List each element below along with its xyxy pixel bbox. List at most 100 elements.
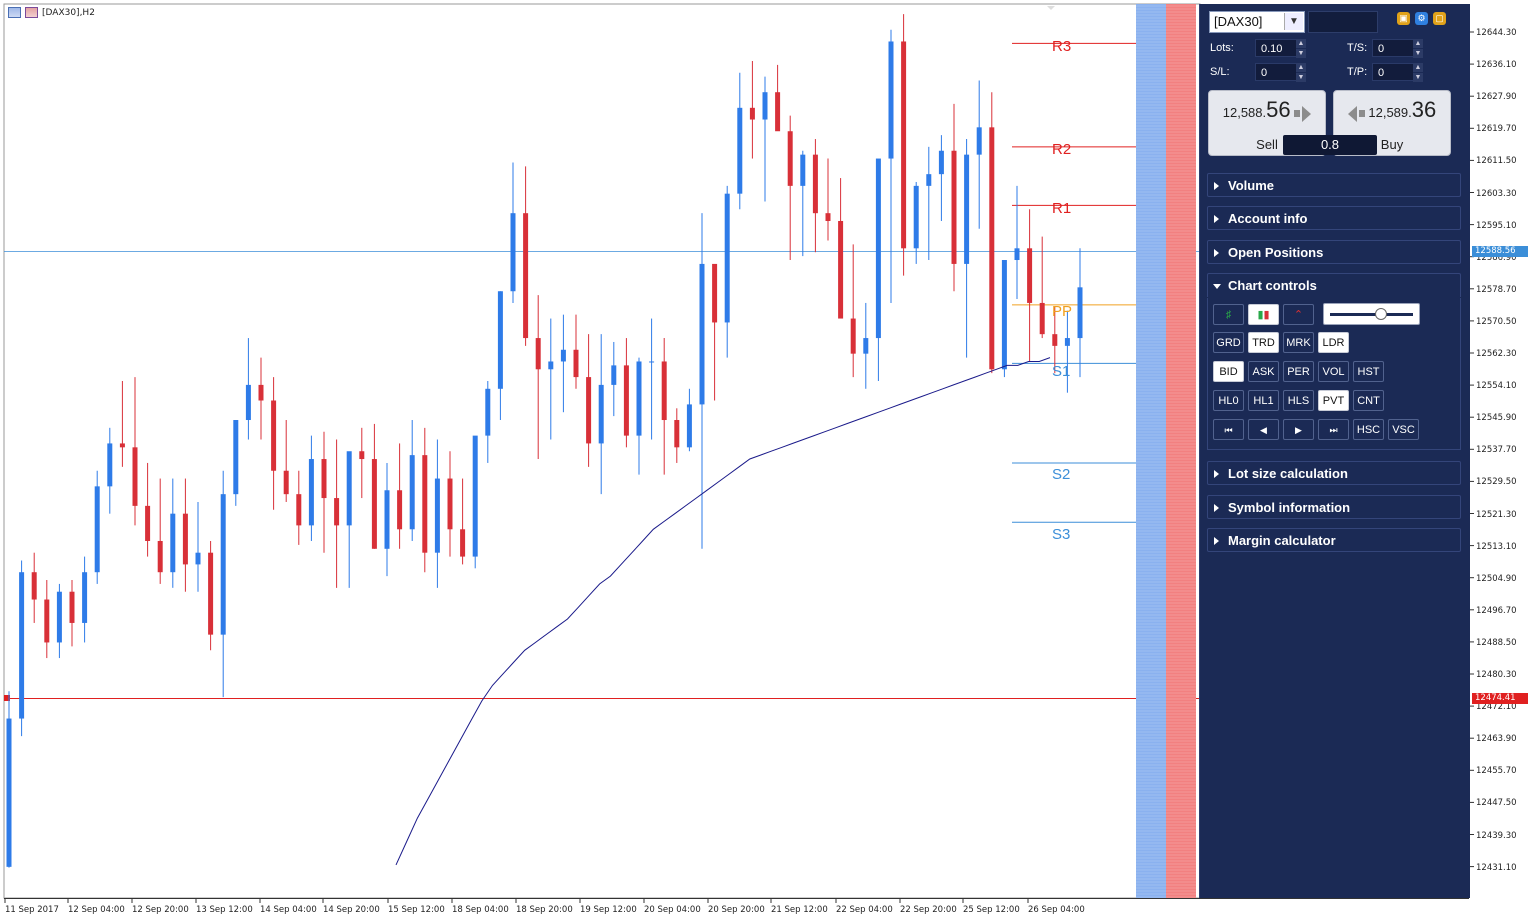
candle-body (649, 361, 655, 363)
candle-body (1001, 260, 1007, 370)
tp-label: T/P: (1347, 66, 1368, 78)
candle-body (170, 513, 176, 573)
zoom-slider[interactable] (1323, 303, 1420, 325)
spin-down-icon[interactable]: ▼ (1413, 73, 1423, 83)
candle-body (334, 498, 340, 526)
spin-up-icon[interactable]: ▲ (1413, 39, 1423, 49)
candle-body (775, 92, 781, 132)
section-account-info[interactable]: Account info (1207, 206, 1461, 230)
candle-body (686, 404, 692, 448)
control-button-bid[interactable]: BID (1213, 361, 1244, 382)
control-button-mrk[interactable]: MRK (1283, 332, 1314, 353)
section-volume-label: Volume (1228, 178, 1274, 193)
candle-body (422, 455, 428, 553)
control-button-hl1[interactable]: HL1 (1248, 390, 1279, 411)
sl-stepper[interactable]: ▲ ▼ (1296, 63, 1306, 83)
candle-body (523, 213, 529, 339)
expand-icon[interactable]: ▢ (1433, 12, 1446, 25)
price-tick-label: 12463.90 (1476, 734, 1517, 745)
sl-input[interactable]: 0 (1255, 63, 1297, 81)
time-tick-label: 20 Sep 04:00 (644, 905, 701, 915)
candle-body (447, 478, 453, 530)
control-button-cnt[interactable]: CNT (1353, 390, 1384, 411)
moving-average-line (395, 357, 1051, 866)
caret-right-icon (1214, 182, 1219, 190)
lots-input[interactable]: 0.10 (1255, 39, 1297, 57)
symbol-search-box[interactable] (1308, 11, 1378, 33)
section-margin-calc[interactable]: Margin calculator (1207, 528, 1461, 552)
candle-body (82, 572, 88, 623)
spin-up-icon[interactable]: ▲ (1296, 39, 1306, 49)
price-tick-label: 12545.90 (1476, 413, 1517, 424)
control-button-hst[interactable]: HST (1353, 361, 1384, 382)
nav-first-icon[interactable]: ⏮ (1213, 419, 1244, 440)
time-tick-label: 13 Sep 12:00 (196, 905, 253, 915)
candle-body (913, 185, 919, 249)
chevron-down-icon[interactable]: ▼ (1284, 13, 1303, 30)
lots-label: Lots: (1210, 42, 1234, 54)
control-button-hl0[interactable]: HL0 (1213, 390, 1244, 411)
control-button-pvt[interactable]: PVT (1318, 390, 1349, 411)
time-tick-label: 22 Sep 04:00 (836, 905, 893, 915)
link-icon[interactable]: ▣ (1397, 12, 1410, 25)
candle-body (787, 131, 793, 186)
price-tick-label: 12627.90 (1476, 92, 1517, 103)
caret-down-icon (1213, 284, 1221, 289)
spin-down-icon[interactable]: ▼ (1296, 49, 1306, 59)
control-button-per[interactable]: PER (1283, 361, 1314, 382)
price-tick-label: 12496.70 (1476, 605, 1517, 616)
control-button-vsc[interactable]: VSC (1388, 419, 1419, 440)
section-chart-controls[interactable]: Chart controls (1207, 273, 1461, 297)
control-button-hsc[interactable]: HSC (1353, 419, 1384, 440)
nav-last-icon[interactable]: ⏭ (1318, 419, 1349, 440)
spin-up-icon[interactable]: ▲ (1296, 63, 1306, 73)
section-volume[interactable]: Volume (1207, 173, 1461, 197)
gear-icon[interactable]: ⚙ (1415, 12, 1428, 25)
spin-down-icon[interactable]: ▼ (1413, 49, 1423, 59)
candle-mode-button[interactable]: ▮▮ (1248, 304, 1279, 325)
candle-body (825, 213, 831, 221)
section-account-label: Account info (1228, 211, 1308, 226)
tp-input[interactable]: 0 (1372, 63, 1414, 81)
candle-body (94, 486, 100, 573)
ts-stepper[interactable]: ▲ ▼ (1413, 39, 1423, 59)
bar-chart-mode-button[interactable]: ♯ (1213, 304, 1244, 325)
section-open-positions[interactable]: Open Positions (1207, 240, 1461, 264)
section-symbol-info[interactable]: Symbol information (1207, 495, 1461, 519)
time-tick-label: 21 Sep 12:00 (771, 905, 828, 915)
line-mode-button[interactable]: ⌃ (1283, 304, 1314, 325)
current-price-flag: 12588.56 (1472, 246, 1528, 257)
sell-label: Sell (1256, 137, 1278, 152)
price-tick-label: 12644.30 (1476, 28, 1517, 38)
spin-down-icon[interactable]: ▼ (1296, 73, 1306, 83)
candle-body (863, 338, 869, 354)
lots-stepper[interactable]: ▲ ▼ (1296, 39, 1306, 59)
tp-stepper[interactable]: ▲ ▼ (1413, 63, 1423, 83)
slider-knob[interactable] (1375, 308, 1387, 320)
candle-body (233, 420, 239, 495)
candle-body (661, 361, 667, 421)
control-button-ask[interactable]: ASK (1248, 361, 1279, 382)
plot-area (3, 3, 1201, 899)
section-lot-size[interactable]: Lot size calculation (1207, 461, 1461, 485)
hline-anchor (4, 695, 10, 701)
time-tick-label: 14 Sep 04:00 (260, 905, 317, 915)
control-button-ldr[interactable]: LDR (1318, 332, 1349, 353)
section-margin-label: Margin calculator (1228, 533, 1336, 548)
price-tick-label: 12472.10 (1476, 702, 1517, 713)
price-axis[interactable]: 12644.30 12636.10 12627.90 12619.70 12611.50… (1470, 4, 1530, 898)
control-button-hls[interactable]: HLS (1283, 390, 1314, 411)
nav-next-icon[interactable]: ▶ (1283, 419, 1314, 440)
spin-up-icon[interactable]: ▲ (1413, 63, 1423, 73)
price-tick-label: 12570.50 (1476, 316, 1517, 327)
ts-input[interactable]: 0 (1372, 39, 1414, 57)
nav-prev-icon[interactable]: ◀ (1248, 419, 1279, 440)
control-button-grd[interactable]: GRD (1213, 332, 1244, 353)
control-button-vol[interactable]: VOL (1318, 361, 1349, 382)
candle-body (1064, 338, 1070, 346)
price-tick-label: 12636.10 (1476, 60, 1517, 71)
symbol-select[interactable]: [DAX30] ▼ (1209, 11, 1305, 33)
control-button-trd[interactable]: TRD (1248, 332, 1279, 353)
